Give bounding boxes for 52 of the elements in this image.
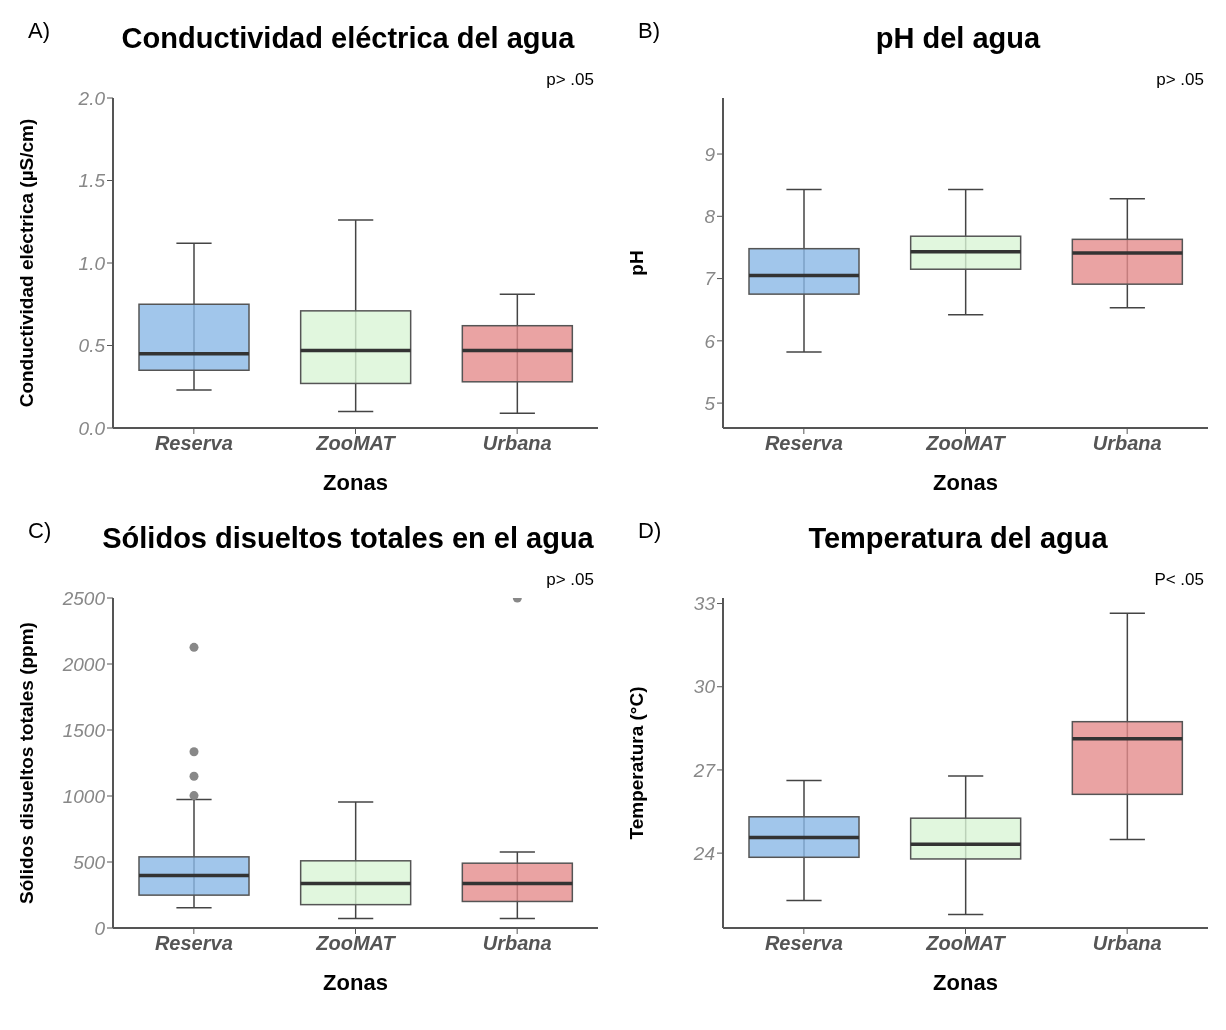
x-tick-label: Reserva <box>154 932 233 955</box>
x-tick-label: Urbana <box>1092 432 1162 455</box>
chart-title: Conductividad eléctrica del agua <box>120 22 576 55</box>
x-axis-title: Zonas <box>933 470 998 495</box>
text: p> .05 <box>1156 70 1204 90</box>
text: p> .05 <box>546 70 594 90</box>
x-tick-label: ZooMAT <box>315 932 397 955</box>
y-tick-label: 1500 <box>62 719 106 741</box>
x-tick-label: ZooMAT <box>315 432 397 455</box>
y-tick-label: 0.0 <box>78 417 106 439</box>
x-tick-label: ZooMAT <box>925 932 1007 955</box>
y-tick-label: 7 <box>704 268 717 290</box>
x-tick-label: Urbana <box>1092 932 1162 955</box>
y-tick-label: 6 <box>704 330 716 352</box>
y-tick-label: 1.5 <box>78 170 106 192</box>
y-tick-label: 1000 <box>62 785 106 807</box>
y-tick-label: 8 <box>704 206 716 228</box>
y-axis-title: Sólidos disueltos totales (ppm) <box>15 622 37 904</box>
x-axis-title: Zonas <box>933 970 998 995</box>
chart-title: pH del agua <box>874 22 1042 55</box>
y-axis-title: pH <box>625 250 647 276</box>
y-tick-label: 9 <box>704 143 716 165</box>
text: p> .05 <box>546 570 594 590</box>
y-tick-label: 2.0 <box>77 87 106 109</box>
text: A) <box>28 18 50 44</box>
text: C) <box>28 518 52 544</box>
chart-title: Temperatura del agua <box>807 522 1109 555</box>
y-tick-label: 33 <box>693 593 716 615</box>
x-tick-label: Urbana <box>482 932 552 955</box>
x-tick-label: Reserva <box>764 932 843 955</box>
y-tick-label: 500 <box>73 851 106 873</box>
x-tick-label: Urbana <box>482 432 552 455</box>
y-tick-label: 1.0 <box>78 252 106 274</box>
y-axis-title: Conductividad eléctrica (µS/cm) <box>15 118 37 408</box>
y-tick-label: 2500 <box>61 587 106 609</box>
y-tick-label: 30 <box>693 676 716 698</box>
x-tick-label: Reserva <box>154 432 233 455</box>
y-tick-label: 0.5 <box>78 335 106 357</box>
y-axis-title: Temperatura (°C) <box>625 686 647 840</box>
y-tick-label: 2000 <box>61 653 106 675</box>
x-axis-title: Zonas <box>323 470 388 495</box>
x-axis-title: Zonas <box>323 970 388 995</box>
y-tick-label: 27 <box>692 759 717 781</box>
y-tick-label: 24 <box>692 842 715 864</box>
y-tick-label: 5 <box>704 392 716 414</box>
text: B) <box>638 18 660 44</box>
chart-title: Sólidos disueltos totales en el agua <box>101 522 595 555</box>
x-tick-label: ZooMAT <box>925 432 1007 455</box>
text: P< .05 <box>1154 570 1204 590</box>
text: D) <box>638 518 662 544</box>
y-tick-label: 0 <box>94 917 106 939</box>
x-tick-label: Reserva <box>764 432 843 455</box>
